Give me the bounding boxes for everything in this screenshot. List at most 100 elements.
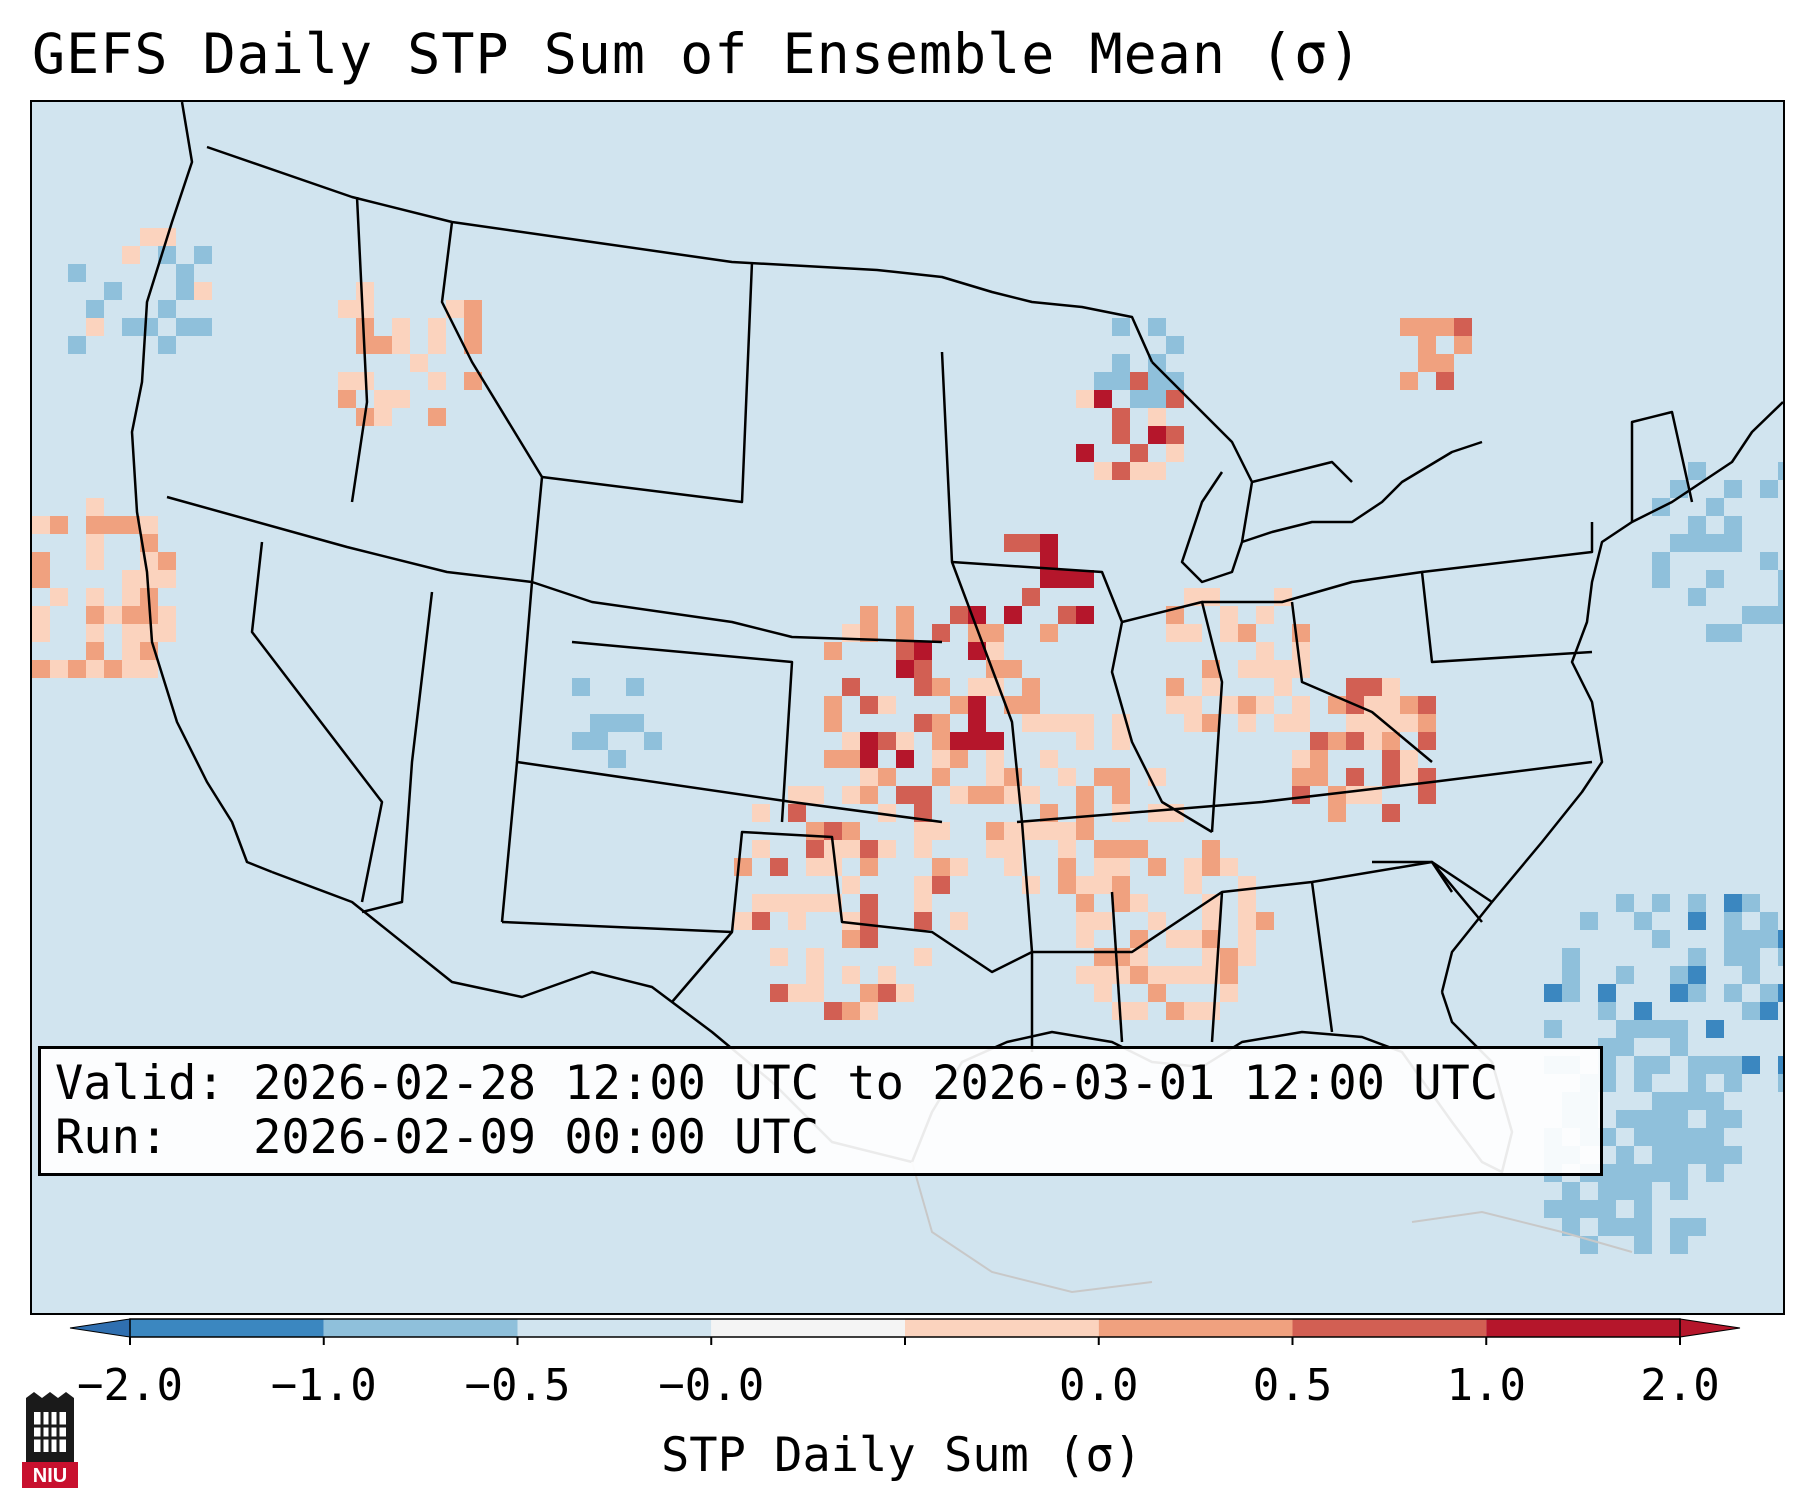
anomaly-cell	[788, 984, 806, 1002]
anomaly-cell	[1616, 1038, 1634, 1056]
anomaly-cell	[878, 984, 896, 1002]
anomaly-cell	[842, 966, 860, 984]
anomaly-cell	[1112, 354, 1130, 372]
anomaly-cell	[932, 732, 950, 750]
anomaly-cell	[1238, 930, 1256, 948]
anomaly-cell	[1598, 1182, 1616, 1200]
anomaly-cell	[1580, 1200, 1598, 1218]
anomaly-cell	[1616, 1218, 1634, 1236]
anomaly-cell	[1292, 786, 1310, 804]
anomaly-cell	[1328, 786, 1346, 804]
anomaly-cell	[32, 516, 50, 534]
anomaly-cell	[158, 606, 176, 624]
anomaly-cell	[1112, 894, 1130, 912]
anomaly-cell	[1166, 372, 1184, 390]
anomaly-cell	[1310, 750, 1328, 768]
anomaly-cell	[1202, 678, 1220, 696]
anomaly-cell	[1346, 768, 1364, 786]
anomaly-cell	[1634, 1002, 1652, 1020]
anomaly-cell	[950, 732, 968, 750]
anomaly-cell	[878, 966, 896, 984]
anomaly-cell	[1202, 588, 1220, 606]
anomaly-cell	[770, 984, 788, 1002]
anomaly-cell	[1094, 984, 1112, 1002]
anomaly-cell	[1724, 1146, 1742, 1164]
anomaly-cell	[1670, 1038, 1688, 1056]
anomaly-cell	[770, 948, 788, 966]
anomaly-cell	[824, 1002, 842, 1020]
anomaly-cell	[1076, 570, 1094, 588]
anomaly-cell	[1652, 930, 1670, 948]
anomaly-cell	[1112, 858, 1130, 876]
anomaly-cell	[140, 552, 158, 570]
anomaly-cell	[1760, 498, 1778, 516]
anomaly-cell	[1544, 948, 1562, 966]
anomaly-cell	[1688, 570, 1706, 588]
anomaly-cell	[1724, 480, 1742, 498]
anomaly-cell	[914, 912, 932, 930]
anomaly-cell	[1076, 714, 1094, 732]
anomaly-cell	[1418, 714, 1436, 732]
anomaly-cell	[1256, 660, 1274, 678]
anomaly-cell	[860, 930, 878, 948]
anomaly-cell	[1652, 1146, 1670, 1164]
anomaly-cell	[1562, 1200, 1580, 1218]
anomaly-cell	[914, 678, 932, 696]
anomaly-cell	[194, 318, 212, 336]
anomaly-cell	[1058, 822, 1076, 840]
anomaly-cell	[32, 624, 50, 642]
anomaly-cell	[1706, 984, 1724, 1002]
anomaly-cell	[1454, 318, 1472, 336]
anomaly-cell	[1670, 984, 1688, 1002]
anomaly-cell	[140, 228, 158, 246]
colorbar-segment	[905, 1319, 1099, 1337]
anomaly-cell	[140, 516, 158, 534]
anomaly-cell	[1202, 858, 1220, 876]
state-boundaries	[130, 102, 1783, 1174]
anomaly-cell	[1364, 678, 1382, 696]
anomaly-cell	[788, 786, 806, 804]
validity-info-box: Valid: 2026-02-28 12:00 UTC to 2026-03-0…	[38, 1046, 1603, 1176]
anomaly-cell	[1166, 336, 1184, 354]
anomaly-cell	[1004, 534, 1022, 552]
anomaly-cell	[338, 300, 356, 318]
anomaly-cell	[1202, 912, 1220, 930]
anomaly-cell	[842, 840, 860, 858]
colorbar-extend-high	[1679, 1318, 1741, 1338]
colorbar-segment	[517, 1319, 712, 1337]
anomaly-cell	[896, 606, 914, 624]
anomaly-cell	[1706, 1110, 1724, 1128]
colorbar-extend-low	[69, 1318, 131, 1338]
anomaly-cell	[1292, 768, 1310, 786]
anomaly-cell	[1778, 1020, 1783, 1038]
anomaly-cell	[1256, 606, 1274, 624]
anomaly-cell	[1328, 804, 1346, 822]
anomaly-cell	[950, 912, 968, 930]
anomaly-cell	[1220, 624, 1238, 642]
anomaly-cell	[1184, 858, 1202, 876]
anomaly-cell	[1544, 984, 1562, 1002]
anomaly-cell	[860, 840, 878, 858]
anomaly-cell	[770, 858, 788, 876]
anomaly-cell	[1598, 1218, 1616, 1236]
anomaly-cell	[1706, 1056, 1724, 1074]
anomaly-cell	[1706, 624, 1724, 642]
anomaly-cell	[968, 696, 986, 714]
colorbar-segment	[1292, 1319, 1487, 1337]
anomaly-cell	[1094, 876, 1112, 894]
anomaly-cell	[1130, 444, 1148, 462]
anomaly-cell	[1148, 462, 1166, 480]
anomaly-cell	[806, 966, 824, 984]
anomaly-cell	[176, 318, 194, 336]
anomaly-cell	[1778, 570, 1783, 588]
anomaly-cell	[986, 786, 1004, 804]
anomaly-cell	[464, 372, 482, 390]
anomaly-cell	[1760, 606, 1778, 624]
anomaly-cell	[86, 552, 104, 570]
anomaly-cell	[1634, 1056, 1652, 1074]
anomaly-cell	[1562, 966, 1580, 984]
anomaly-cell	[68, 282, 86, 300]
anomaly-cell	[1238, 660, 1256, 678]
anomaly-cell	[104, 660, 122, 678]
anomaly-cell	[1706, 912, 1724, 930]
